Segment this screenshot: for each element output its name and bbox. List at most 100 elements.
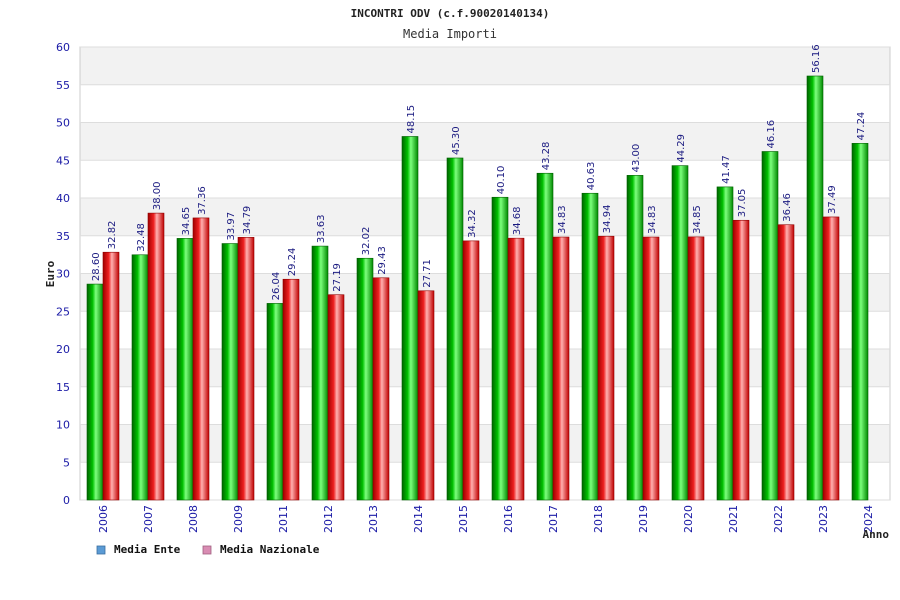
x-tick-label: 2006 [97, 505, 110, 533]
data-label: 28.60 [91, 252, 102, 281]
x-tick-label: 2011 [277, 505, 290, 533]
plot-band [80, 198, 890, 236]
plot-band [80, 349, 890, 387]
data-label: 34.68 [512, 207, 523, 236]
data-label: 45.30 [451, 126, 462, 155]
bar-media-nazionale-2006 [102, 251, 120, 501]
plot-band [80, 273, 890, 312]
y-tick-label: 55 [56, 79, 70, 92]
data-label: 37.36 [197, 186, 208, 215]
x-tick-label: 2015 [457, 505, 470, 533]
data-label: 44.29 [676, 134, 687, 163]
x-tick-label: 2020 [682, 505, 695, 533]
bar-media-ente-2023 [806, 75, 824, 501]
plot-background [79, 46, 891, 501]
data-label: 43.00 [631, 144, 642, 173]
chart-title: INCONTRI ODV (c.f.90020140134) [351, 7, 550, 20]
bar-media-nazionale-2007 [147, 212, 165, 501]
bar-media-ente-2014 [401, 136, 419, 501]
bar-media-nazionale-2008 [192, 217, 210, 501]
x-tick-label: 2017 [547, 505, 560, 533]
data-label: 43.28 [541, 142, 552, 171]
data-label: 36.46 [782, 193, 793, 222]
x-tick-label: 2016 [502, 505, 515, 533]
bar-media-nazionale-2022 [777, 224, 795, 501]
x-tick-label: 2021 [727, 505, 740, 533]
data-labels: 28.60 32.82 32.48 38.00 34.65 37.36 33.97 34.79… [91, 44, 867, 300]
data-label: 26.04 [271, 272, 282, 301]
data-label: 29.43 [377, 246, 388, 275]
bar-media-ente-2015 [446, 157, 464, 501]
legend: Media Ente Media Nazionale [96, 543, 320, 556]
bar-media-nazionale-2013 [372, 277, 390, 501]
legend-label-media-nazionale: Media Nazionale [220, 543, 320, 556]
bar-media-nazionale-2018 [597, 235, 615, 501]
x-tick-label: 2007 [142, 505, 155, 533]
y-tick-label: 10 [56, 419, 70, 432]
y-axis-label: Euro [44, 260, 57, 287]
y-axis-ticks: 0 5 10 15 20 25 30 35 40 45 50 55 60 [56, 41, 70, 507]
bar-media-ente-2008 [176, 238, 194, 501]
data-label: 34.83 [647, 205, 658, 234]
x-axis-ticks: 2006 2007 2008 2009 2011 2012 2013 2014 2015 2016… [97, 505, 875, 533]
data-label: 34.79 [242, 206, 253, 235]
data-label: 34.32 [467, 209, 478, 238]
data-label: 46.16 [766, 120, 777, 149]
data-label: 33.97 [226, 212, 237, 241]
bar-media-ente-2017 [536, 172, 554, 501]
y-tick-label: 30 [56, 268, 70, 281]
bar-media-nazionale-2012 [327, 294, 345, 501]
y-tick-label: 0 [63, 494, 70, 507]
bar-media-ente-2013 [356, 257, 374, 501]
plot-band [80, 84, 890, 123]
data-label: 33.63 [316, 214, 327, 243]
plot-band [80, 160, 890, 198]
bar-media-nazionale-2015 [462, 240, 480, 501]
plot-band [80, 47, 890, 85]
data-label: 37.05 [737, 189, 748, 218]
data-label: 34.83 [557, 205, 568, 234]
data-label: 34.94 [602, 205, 613, 234]
plot-band [80, 386, 890, 425]
y-tick-label: 35 [56, 230, 70, 243]
y-tick-label: 15 [56, 381, 70, 394]
bar-media-ente-2020 [671, 165, 689, 501]
y-tick-label: 50 [56, 117, 70, 130]
data-label: 29.24 [287, 248, 298, 277]
bar-media-ente-2006 [86, 283, 104, 501]
y-tick-label: 25 [56, 305, 70, 318]
bar-media-nazionale-2011 [282, 278, 300, 501]
gridlines [80, 46, 890, 501]
y-tick-label: 45 [56, 154, 70, 167]
bar-media-ente-2019 [626, 175, 644, 501]
x-axis-label: Anno [863, 528, 890, 541]
bar-media-nazionale-2009 [237, 237, 255, 501]
legend-swatch-media-nazionale [202, 545, 212, 555]
bars [86, 75, 869, 501]
bar-media-nazionale-2016 [507, 237, 525, 501]
y-tick-label: 5 [63, 456, 70, 469]
x-tick-label: 2008 [187, 505, 200, 533]
data-label: 56.16 [811, 44, 822, 73]
data-label: 32.48 [136, 223, 147, 252]
x-tick-label: 2022 [772, 505, 785, 533]
bar-media-ente-2018 [581, 192, 599, 501]
y-tick-label: 20 [56, 343, 70, 356]
data-label: 47.24 [856, 112, 867, 141]
data-label: 40.10 [496, 166, 507, 195]
data-label: 27.19 [332, 263, 343, 292]
plot-band [80, 311, 890, 349]
data-label: 48.15 [406, 105, 417, 134]
bar-media-nazionale-2019 [642, 236, 660, 501]
x-tick-label: 2014 [412, 505, 425, 533]
plot-band [80, 424, 890, 463]
bar-media-nazionale-2017 [552, 236, 570, 501]
bar-media-ente-2016 [491, 196, 509, 501]
plot-band [80, 235, 890, 274]
data-label: 41.47 [721, 155, 732, 184]
bar-media-ente-2012 [311, 245, 329, 501]
data-label: 40.63 [586, 162, 597, 191]
data-label: 34.85 [692, 205, 703, 234]
data-label: 38.00 [152, 181, 163, 210]
